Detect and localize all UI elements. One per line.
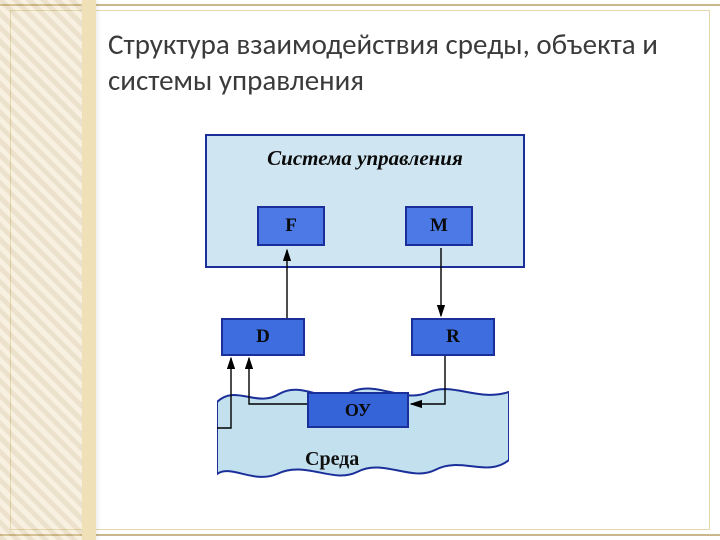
edge-r-ou (411, 356, 445, 404)
node-m: M (405, 206, 473, 246)
node-r: R (411, 318, 495, 356)
node-f: F (257, 206, 325, 246)
node-system-label: Система управления (267, 146, 463, 171)
node-ou: ОУ (307, 392, 409, 428)
slide-title: Структура взаимодействия среды, объекта … (108, 26, 690, 99)
edge-env-d (217, 358, 231, 428)
diagram: Система управления F M D R ОУ Среда (175, 128, 555, 508)
node-system: Система управления (205, 134, 525, 268)
environment-label: Среда (305, 448, 359, 471)
node-d: D (221, 318, 305, 356)
edge-ou-d (249, 358, 307, 404)
content-layer: Структура взаимодействия среды, объекта … (0, 0, 720, 540)
